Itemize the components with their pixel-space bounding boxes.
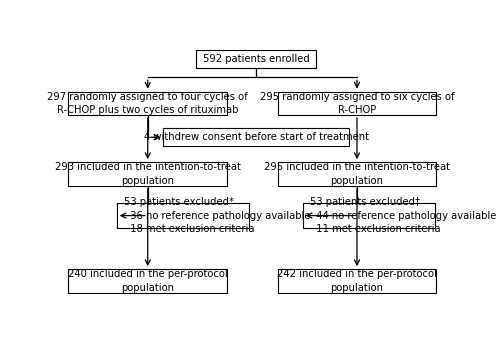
FancyBboxPatch shape bbox=[196, 49, 316, 68]
Text: 242 included in the per-protocol
population: 242 included in the per-protocol populat… bbox=[277, 269, 437, 293]
Text: 293 included in the intention-to-treat
population: 293 included in the intention-to-treat p… bbox=[55, 162, 240, 186]
Text: 240 included in the per-protocol
population: 240 included in the per-protocol populat… bbox=[68, 269, 228, 293]
FancyBboxPatch shape bbox=[68, 269, 227, 293]
Text: 295 randomly assigned to six cycles of
R-CHOP: 295 randomly assigned to six cycles of R… bbox=[260, 92, 454, 115]
FancyBboxPatch shape bbox=[117, 203, 248, 228]
Text: 53 patients excluded†
  44 no reference pathology available
  11 met exclusion c: 53 patients excluded† 44 no reference pa… bbox=[310, 197, 496, 234]
FancyBboxPatch shape bbox=[278, 92, 436, 115]
FancyBboxPatch shape bbox=[68, 162, 227, 185]
FancyBboxPatch shape bbox=[278, 162, 436, 185]
FancyBboxPatch shape bbox=[163, 128, 349, 146]
FancyBboxPatch shape bbox=[68, 92, 227, 115]
Text: 4 withdrew consent before start of treatment: 4 withdrew consent before start of treat… bbox=[144, 132, 369, 142]
FancyBboxPatch shape bbox=[278, 269, 436, 293]
Text: 295 included in the intention-to-treat
population: 295 included in the intention-to-treat p… bbox=[264, 162, 450, 186]
Text: 297 randomly assigned to four cycles of
R-CHOP plus two cycles of rituximab: 297 randomly assigned to four cycles of … bbox=[48, 92, 248, 115]
Text: 592 patients enrolled: 592 patients enrolled bbox=[203, 54, 310, 64]
Text: 53 patients excluded*
  36 no reference pathology available
  18 met exclusion c: 53 patients excluded* 36 no reference pa… bbox=[124, 197, 310, 234]
FancyBboxPatch shape bbox=[303, 203, 434, 228]
